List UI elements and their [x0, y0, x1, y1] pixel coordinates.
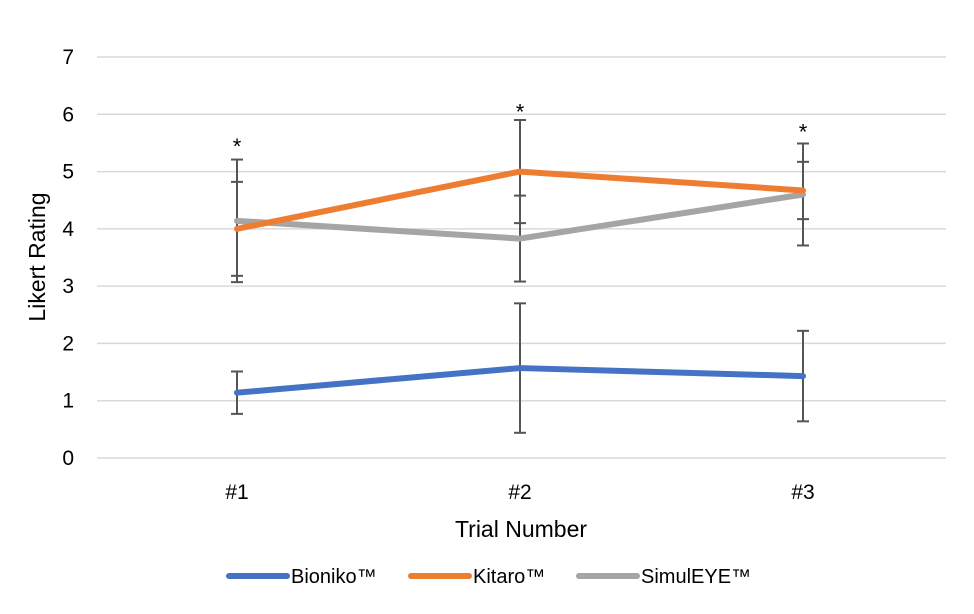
series-line-kitaro: [234, 168, 806, 232]
significance-asterisk: *: [233, 134, 242, 159]
y-tick-label: 0: [62, 447, 74, 470]
y-tick-labels: 0 1 2 3 4 5 6 7: [62, 46, 74, 470]
y-axis-title: Likert Rating: [24, 192, 50, 321]
y-tick-label: 4: [62, 218, 74, 241]
y-tick-label: 5: [62, 161, 74, 184]
legend: Bioniko™ Kitaro™ SimulEYE™: [226, 566, 751, 588]
series-line-bioniko: [234, 365, 806, 396]
y-tick-label: 6: [62, 103, 74, 126]
significance-asterisk: *: [516, 100, 525, 125]
legend-item: SimulEYE™: [576, 566, 751, 588]
y-tick-label: 3: [62, 275, 74, 298]
legend-item: Kitaro™: [408, 566, 545, 588]
y-tick-label: 2: [62, 332, 74, 355]
x-axis-title: Trial Number: [455, 516, 587, 542]
x-tick-label: #2: [508, 481, 531, 504]
series-lines: [234, 168, 806, 396]
x-tick-label: #1: [225, 481, 248, 504]
significance-annotations: * * *: [233, 100, 808, 159]
x-tick-label: #3: [791, 481, 814, 504]
legend-label: Kitaro™: [473, 566, 545, 588]
significance-asterisk: *: [799, 120, 808, 145]
legend-label: SimulEYE™: [641, 566, 751, 588]
x-tick-labels: #1 #2 #3: [225, 481, 814, 504]
legend-item: Bioniko™: [226, 566, 377, 588]
y-tick-label: 1: [62, 390, 74, 413]
legend-label: Bioniko™: [291, 566, 377, 588]
y-tick-label: 7: [62, 46, 74, 69]
series-line-simuleye: [234, 191, 806, 242]
